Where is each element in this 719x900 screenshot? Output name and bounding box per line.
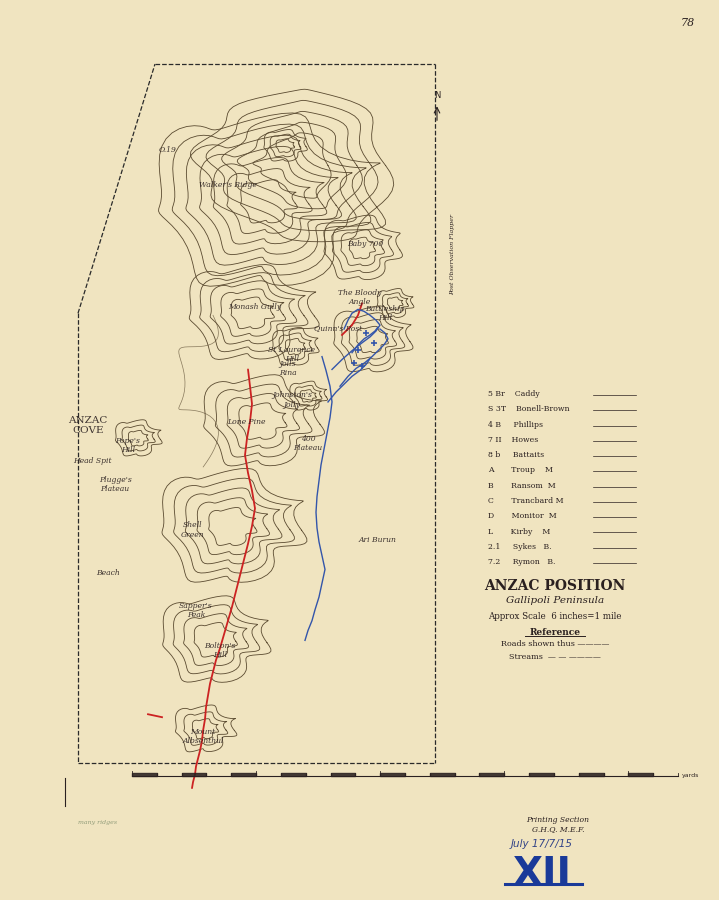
Text: Gallipoli Peninsula: Gallipoli Peninsula: [506, 596, 604, 605]
Text: Battleship
Hill: Battleship Hill: [365, 305, 405, 322]
Text: Walker's Ridge: Walker's Ridge: [199, 181, 257, 189]
Text: Approx Scale  6 inches=1 mile: Approx Scale 6 inches=1 mile: [488, 612, 622, 621]
Text: ANZAC
COVE: ANZAC COVE: [68, 416, 108, 436]
Text: Beach: Beach: [96, 570, 120, 578]
Text: Plugge's
Plateau: Plugge's Plateau: [99, 476, 132, 493]
Text: Pope's
Hill: Pope's Hill: [116, 436, 140, 454]
Text: yards: yards: [682, 773, 700, 778]
Text: L       Kirby    M: L Kirby M: [488, 527, 550, 536]
Text: D       Monitor  M: D Monitor M: [488, 512, 557, 520]
Text: ANZAC POSITION: ANZAC POSITION: [485, 580, 626, 593]
Text: 2.1     Sykes   B.: 2.1 Sykes B.: [488, 543, 551, 551]
Text: C       Trancbard M: C Trancbard M: [488, 497, 564, 505]
Text: Quinn's Post: Quinn's Post: [314, 325, 362, 333]
Text: Sapper's
Peak: Sapper's Peak: [179, 602, 213, 619]
Text: Monash Gully: Monash Gully: [229, 303, 282, 311]
Text: July 17/7/15: July 17/7/15: [511, 840, 573, 850]
Text: 7.2     Rymon   B.: 7.2 Rymon B.: [488, 558, 556, 566]
Text: 400
Plateau: 400 Plateau: [293, 435, 323, 452]
Text: Bolton's
Hill: Bolton's Hill: [204, 642, 236, 659]
Text: Lone Pine: Lone Pine: [226, 418, 265, 426]
Text: 4 B     Phillips: 4 B Phillips: [488, 420, 543, 428]
Text: Shell
Green: Shell Green: [181, 521, 205, 538]
Text: Head Spit: Head Spit: [73, 457, 111, 465]
Text: Post Observation Flapper: Post Observation Flapper: [450, 213, 455, 294]
Text: S 3T    Bonell-Brown: S 3T Bonell-Brown: [488, 405, 569, 413]
Text: Johnston's
Jolly: Johnston's Jolly: [272, 392, 312, 409]
Text: Roads shown thus ————: Roads shown thus ————: [501, 641, 609, 648]
Text: A       Troup    M: A Troup M: [488, 466, 553, 474]
Text: Jolls
Rina: Jolls Rina: [279, 360, 297, 377]
Text: The Bloody
Angle: The Bloody Angle: [339, 289, 382, 306]
Text: XII: XII: [513, 855, 572, 893]
Text: 8 b     Battaits: 8 b Battaits: [488, 451, 544, 459]
Text: B       Ransom  M: B Ransom M: [488, 482, 556, 490]
Text: O.19: O.19: [159, 146, 177, 154]
Text: 78: 78: [681, 18, 695, 28]
Text: Ari Burun: Ari Burun: [359, 536, 397, 544]
Text: many ridges: many ridges: [78, 820, 117, 824]
Text: Baby 700: Baby 700: [347, 240, 383, 248]
Text: Mount
Albsenthul: Mount Albsenthul: [182, 728, 224, 745]
Text: Streams  — — ————: Streams — — ————: [509, 653, 601, 662]
Text: Reference: Reference: [529, 627, 580, 636]
Text: N: N: [434, 92, 440, 101]
Text: 7 II    Howes: 7 II Howes: [488, 436, 539, 444]
Text: St Laurence
Hill: St Laurence Hill: [268, 346, 316, 364]
Text: Printing Section
G.H.Q. M.E.F.: Printing Section G.H.Q. M.E.F.: [526, 815, 590, 832]
Text: 5 Br    Caddy: 5 Br Caddy: [488, 390, 540, 398]
